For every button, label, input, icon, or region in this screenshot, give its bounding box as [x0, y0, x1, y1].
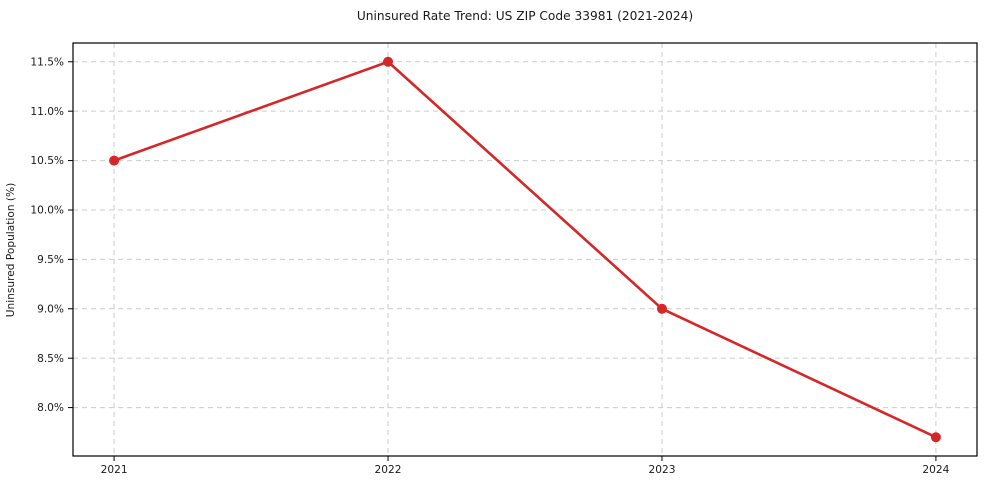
- y-tick-label: 10.0%: [30, 205, 64, 217]
- y-tick-label: 9.5%: [37, 254, 64, 266]
- chart-title: Uninsured Rate Trend: US ZIP Code 33981 …: [357, 9, 693, 23]
- y-tick-label: 11.5%: [30, 56, 64, 68]
- data-point-2021: [109, 155, 120, 166]
- x-tick-label: 2022: [375, 464, 402, 476]
- x-tick-label: 2023: [648, 464, 675, 476]
- x-tick-label: 2021: [101, 464, 128, 476]
- data-point-2024: [930, 432, 941, 443]
- trend-line: [112, 60, 938, 439]
- data-point-2023: [656, 303, 667, 314]
- x-tick-label: 2024: [922, 464, 949, 476]
- gridlines: [73, 43, 977, 456]
- axes: 8.0% 8.5% 9.0% 9.5% 10.0% 10.5% 11.0% 11.5% 2021…: [30, 56, 949, 476]
- data-series: [109, 56, 941, 443]
- y-tick-label: 10.5%: [30, 155, 64, 167]
- y-tick-label: 8.0%: [37, 402, 64, 414]
- data-point-2022: [383, 56, 394, 67]
- plot-border: [72, 42, 978, 457]
- y-tick-label: 8.5%: [37, 353, 64, 365]
- y-tick-label: 11.0%: [30, 106, 64, 118]
- y-tick-label: 9.0%: [37, 303, 64, 315]
- y-axis-label: Uninsured Population (%): [5, 183, 17, 317]
